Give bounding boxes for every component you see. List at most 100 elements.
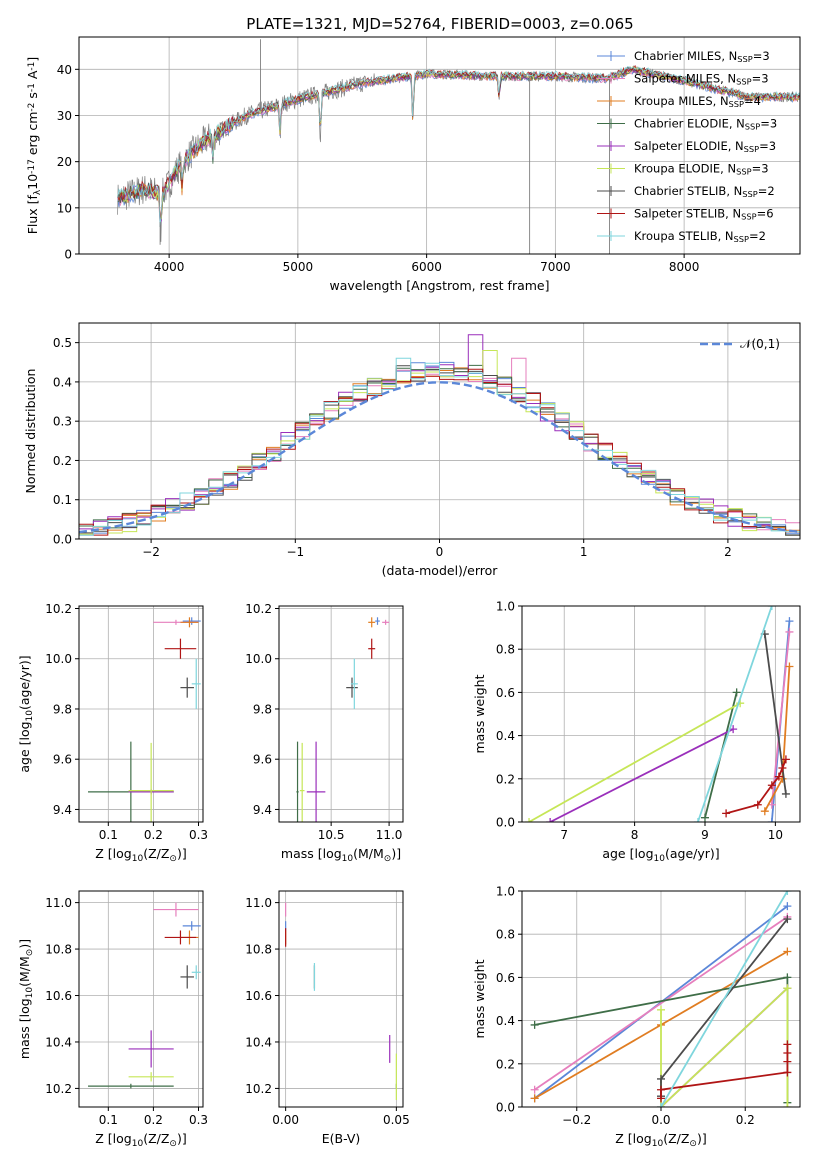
plot-area-age_vs_Z [88,617,201,822]
legend-label-normal: 𝒩(0,1) [740,337,780,351]
y-tick-label: 0.1 [53,493,72,507]
weight-marker-kroupa-miles [760,807,769,816]
panel-mass_vs_Z: 0.1 0.2 0.3 10.2 10.4 10.6 10.8 11.0 Z [log10(Z/… [17,890,208,1149]
weight-marker-kroupa-stelib [657,1103,665,1107]
x-tick-label: 2 [724,545,732,559]
weight-marker-kroupa-stelib [767,606,776,610]
axes-frame [278,890,404,1108]
y-tick-label: 30 [57,109,72,123]
weight-marker-salpeter-stelib [774,772,783,781]
weight-marker-chabrier-elodie [700,813,709,822]
x-tick-label: 0.2 [144,828,163,842]
weight-marker-salpeter-stelib [657,1085,665,1094]
axes-frame [78,36,801,255]
weight-marker-kroupa-miles [783,947,792,956]
normal-curve [79,381,800,534]
y-tick-label: 10.2 [245,602,272,616]
x-tick-label: 0.2 [736,1113,755,1127]
x-tick-label: 0.3 [189,1113,208,1127]
legend-label-kroupa-miles: Kroupa MILES, NSSP=4 [634,94,761,109]
weight-marker-chabrier-stelib [781,789,790,798]
y-tick-label: 0.4 [496,729,515,743]
x-axis-label: Z [log10(Z/Z⊙)] [95,846,186,864]
x-axis-label: mass [log10(M/M⊙)] [281,846,401,864]
weight-marker-chabrier-miles [785,617,794,626]
y-tick-label: 0.2 [496,1057,515,1071]
y-tick-label: 11.0 [245,896,272,910]
y-axis-label: age [log10(age/yr)] [17,655,35,772]
y-tick-label: 0.3 [53,415,72,429]
y-tick-label: 0.8 [496,643,515,657]
y-tick-label: 0.6 [496,971,515,985]
weight-marker-kroupa-miles [530,1094,539,1103]
x-tick-label: 10.5 [318,828,345,842]
y-tick-label: 0.4 [53,375,72,389]
legend-label-chabrier-elodie: Chabrier ELODIE, NSSP=3 [634,117,777,132]
weight-line-kroupa-stelib [697,606,773,822]
y-tick-label: 0.4 [496,1014,515,1028]
y-tick-label: 10.8 [45,943,72,957]
y-tick-label: 10.4 [45,1035,72,1049]
axes-frame [78,890,204,1108]
x-tick-label: 7000 [540,260,571,274]
x-tick-label: 4000 [154,260,185,274]
y-tick-label: 0.0 [53,533,72,547]
panel-age_vs_mass: 10.5 11.0 9.4 9.6 9.8 10.0 10.2 mass [log10(M/M… [245,602,404,864]
x-tick-label: 0.3 [189,828,208,842]
weight-marker-chabrier-stelib [783,915,792,924]
figure-title: PLATE=1321, MJD=52764, FIBERID=0003, z=0… [246,15,633,33]
model-spectrum-chabrier-stelib [117,66,800,227]
panel-spectrum: 4000 5000 6000 7000 8000 0 10 20 30 40 wavelength … [25,36,801,293]
y-tick-label: 10 [57,201,72,215]
weight-marker-salpeter-elodie [546,818,555,822]
x-tick-label: 0.1 [99,1113,118,1127]
weight-marker-chabrier-elodie [783,973,792,982]
y-tick-label: 9.8 [53,702,72,716]
model-spectrum-kroupa-stelib [117,66,800,227]
y-tick-label: 40 [57,63,72,77]
y-tick-label: 10.6 [45,989,72,1003]
weight-marker-salpeter-stelib [783,1049,792,1057]
weight-marker-kroupa-elodie [783,984,792,993]
weight-marker-salpeter-stelib [722,809,731,818]
weight-marker-kroupa-stelib [783,891,792,895]
y-tick-label: 1.0 [496,600,515,614]
weight-line-kroupa-elodie [528,702,741,822]
y-tick-label: 0.2 [53,454,72,468]
y-tick-label: 0.0 [496,816,515,830]
legend-spectrum: Chabrier MILES, NSSP=3 Salpeter MILES, NS… [597,49,777,244]
plot-area-weight_vs_age [525,606,794,822]
legend-label-salpeter-stelib: Salpeter STELIB, NSSP=6 [634,207,774,222]
weight-marker-chabrier-elodie [732,688,741,697]
legend-label-chabrier-miles: Chabrier MILES, NSSP=3 [634,49,770,64]
y-tick-label: 9.8 [253,702,272,716]
x-axis-label: E(B-V) [322,1131,361,1146]
y-tick-label: 0.5 [53,336,72,350]
y-axis-label: mass [log10(M/M⊙)] [17,939,35,1059]
y-axis-label: mass weight [472,674,487,753]
x-tick-label: 0.2 [144,1113,163,1127]
weight-marker-kroupa-elodie [783,1103,792,1107]
legend-label-kroupa-stelib: Kroupa STELIB, NSSP=2 [634,229,766,244]
weight-marker-salpeter-stelib [778,764,787,772]
x-tick-label: −2 [142,545,160,559]
weight-marker-salpeter-stelib [783,1057,792,1066]
weight-marker-kroupa-miles [785,662,794,671]
weight-marker-salpeter-stelib [657,1094,665,1103]
weight-marker-salpeter-stelib [783,1040,792,1049]
y-tick-label: 0.6 [496,686,515,700]
y-tick-label: 0.8 [496,928,515,942]
x-tick-label: 7 [560,828,568,842]
x-tick-label: 6000 [411,260,442,274]
x-axis-label: age [log10(age/yr)] [602,846,719,864]
weight-line-kroupa-stelib [660,891,789,1107]
y-tick-label: 10.4 [245,1035,272,1049]
weight-marker-salpeter-stelib [781,755,790,764]
y-tick-label: 9.6 [253,753,272,767]
weight-marker-kroupa-elodie [525,818,534,822]
weight-marker-chabrier-stelib [657,1074,665,1083]
panel-weight_vs_age: 7 8 9 10 0.0 0.2 0.4 0.6 0.8 1.0 age [log10(age/yr… [472,600,801,864]
x-tick-label: 11.0 [376,828,403,842]
y-tick-label: 10.2 [45,1082,72,1096]
